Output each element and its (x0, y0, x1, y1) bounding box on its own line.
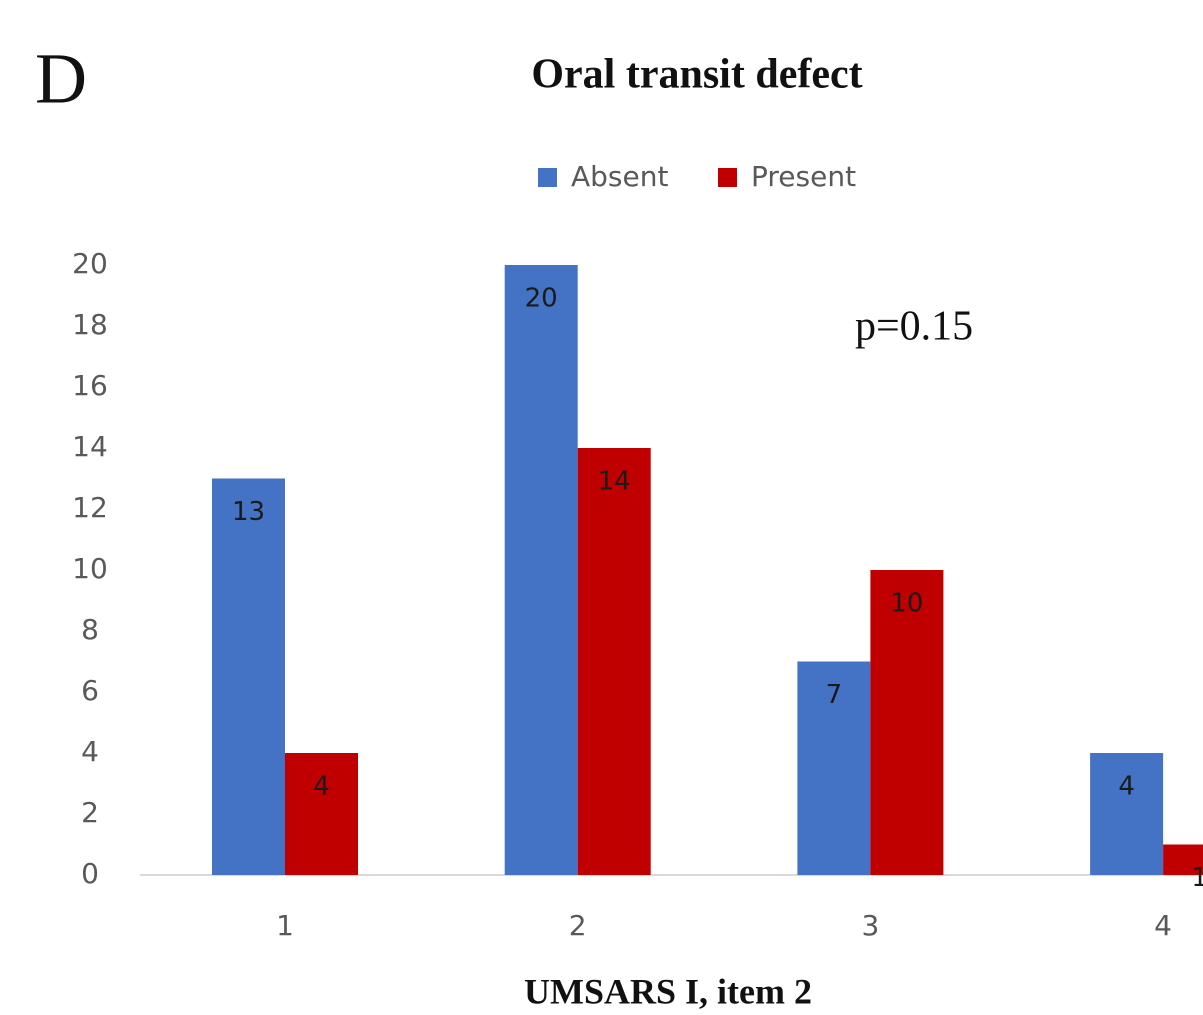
data-label: 1 (1191, 863, 1203, 893)
bar (870, 570, 944, 875)
y-tick-label: 12 (72, 491, 108, 524)
bar (1163, 844, 1203, 875)
y-tick-label: 18 (72, 308, 108, 341)
y-tick-label: 0 (81, 857, 99, 890)
bar (212, 478, 285, 875)
y-tick-label: 6 (81, 674, 99, 707)
chart-title: Oral transit defect (531, 52, 862, 98)
data-label: 14 (598, 467, 631, 497)
data-label: 4 (1118, 772, 1135, 802)
bar (285, 753, 358, 875)
bar (797, 661, 871, 875)
legend-label: Absent (571, 160, 668, 193)
data-label: 10 (890, 589, 923, 619)
bar (577, 448, 651, 875)
x-tick-label: 3 (861, 909, 879, 942)
legend-label: Present (751, 160, 856, 193)
y-tick-label: 16 (72, 369, 108, 402)
x-axis-label: UMSARS I, item 2 (524, 971, 812, 1011)
data-label: 7 (826, 680, 843, 710)
bar (504, 265, 578, 875)
y-tick-label: 20 (72, 247, 108, 280)
annotation: p=0.15 (855, 304, 973, 350)
x-tick-label: 2 (569, 909, 587, 942)
y-tick-label: 10 (72, 552, 108, 585)
x-tick-label: 1 (276, 909, 294, 942)
bar (1090, 753, 1164, 875)
y-tick-label: 4 (81, 735, 99, 768)
data-label: 20 (525, 284, 558, 314)
y-tick-label: 8 (81, 613, 99, 646)
data-label: 4 (313, 772, 330, 802)
data-label: 13 (232, 497, 265, 527)
y-tick-label: 14 (72, 430, 108, 463)
legend-swatch (538, 168, 557, 187)
y-tick-label: 2 (81, 796, 99, 829)
panel-label: D (35, 39, 87, 119)
x-tick-label: 4 (1154, 909, 1172, 942)
legend-swatch (718, 168, 737, 187)
